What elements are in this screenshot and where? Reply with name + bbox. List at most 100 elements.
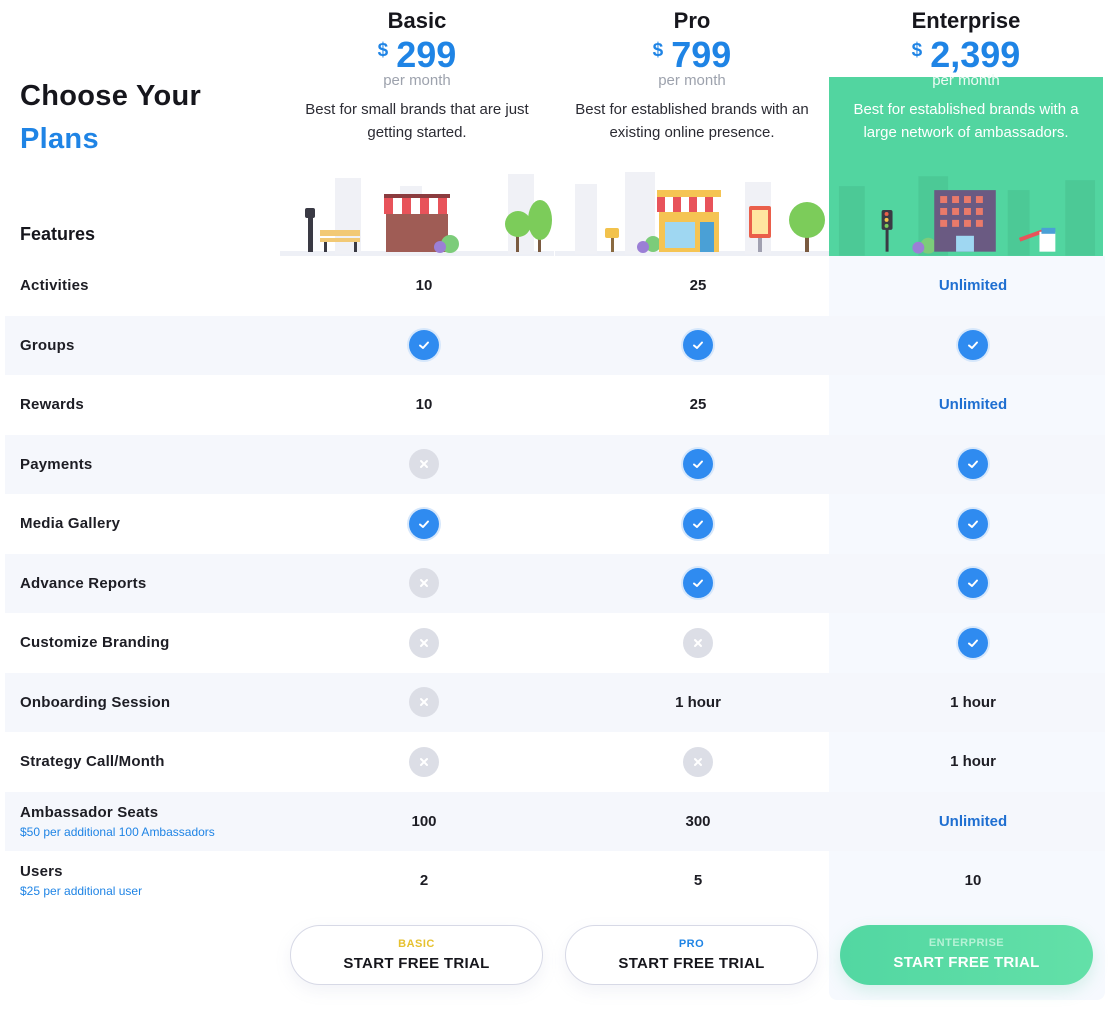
plan-price: $ 799	[555, 34, 829, 75]
basic-value: 2	[419, 872, 429, 890]
basic-value	[394, 687, 454, 718]
features-heading: Features	[20, 224, 96, 244]
feature-label: Payments	[20, 455, 93, 473]
table-row: Groups	[5, 315, 1105, 375]
table-row: Customize Branding	[5, 613, 1105, 673]
enterprise-value	[913, 568, 1033, 599]
button-plan-label: ENTERPRISE	[928, 937, 1005, 949]
plan-header-enterprise: Enterprise $ 2,399 per month Best for es…	[829, 0, 1103, 256]
cross-circle-icon	[683, 746, 713, 777]
pro-value: 25	[689, 277, 707, 295]
button-plan-label: PRO	[678, 938, 705, 950]
check-circle-icon	[683, 330, 713, 361]
pro-value	[668, 508, 728, 539]
pro-value	[668, 627, 728, 658]
check-circle-icon	[958, 568, 988, 599]
basic-value: 100	[411, 812, 437, 830]
check-circle-icon	[683, 568, 713, 599]
check-circle-icon	[683, 508, 713, 539]
enterprise-value	[913, 627, 1033, 658]
plan-description: Best for established brands with a large…	[853, 101, 1079, 141]
basic-value	[394, 627, 454, 658]
check-circle-icon	[683, 449, 713, 480]
feature-label: Rewards	[20, 396, 84, 414]
cross-circle-icon	[683, 627, 713, 658]
enterprise-value	[913, 449, 1033, 480]
enterprise-value: Unlimited	[938, 812, 1008, 830]
pro-value	[668, 568, 728, 599]
price-period: per month	[383, 72, 451, 89]
title-line-2: Plans	[20, 123, 99, 155]
feature-sublabel: $50 per additional 100 Ambassadors	[20, 824, 215, 839]
pro-value: 5	[693, 872, 703, 890]
enterprise-value: 10	[964, 872, 982, 890]
plan-name: Basic	[387, 8, 447, 33]
table-row: Rewards 10 25 Unlimited	[5, 375, 1105, 435]
button-plan-label: BASIC	[398, 938, 435, 950]
enterprise-value: 1 hour	[950, 753, 996, 771]
features-table: Activities 10 25 Unlimited Groups Reward…	[5, 256, 1105, 911]
check-circle-icon	[409, 330, 439, 361]
storefront-illustration	[280, 174, 554, 256]
enterprise-value	[913, 508, 1033, 539]
shop-illustration	[555, 172, 829, 256]
basic-value	[394, 330, 454, 361]
price-amount: 2,399	[930, 34, 1021, 75]
pro-value: 25	[689, 396, 707, 414]
check-circle-icon	[958, 508, 988, 539]
price-currency: $	[911, 40, 923, 61]
price-currency: $	[652, 40, 664, 61]
basic-value: 10	[415, 277, 433, 295]
enterprise-start-trial-button[interactable]: ENTERPRISE START FREE TRIAL	[840, 925, 1093, 985]
plan-description: Best for established brands with an exis…	[575, 101, 809, 141]
table-row: Activities 10 25 Unlimited	[5, 256, 1105, 316]
check-circle-icon	[958, 330, 988, 361]
plan-price: $ 299	[280, 34, 554, 75]
plan-header-pro: Pro $ 799 per month Best for established…	[555, 0, 829, 256]
check-circle-icon	[958, 627, 988, 658]
pro-start-trial-button[interactable]: PRO START FREE TRIAL	[565, 925, 818, 985]
table-row: Payments	[5, 434, 1105, 494]
pro-value	[668, 746, 728, 777]
table-row: Advance Reports	[5, 553, 1105, 613]
page-title: Choose Your Plans	[20, 80, 201, 156]
table-row: Ambassador Seats $50 per additional 100 A…	[5, 791, 1105, 851]
table-row: Users $25 per additional user 2 5 10	[5, 851, 1105, 911]
table-row: Onboarding Session 1 hour 1 hour	[5, 672, 1105, 732]
basic-value: 10	[415, 396, 433, 414]
basic-value	[394, 449, 454, 480]
feature-label: Onboarding Session	[20, 693, 171, 711]
enterprise-value: Unlimited	[938, 396, 1008, 414]
pro-value: 300	[685, 812, 711, 830]
feature-label: Users $25 per additional user	[20, 863, 143, 899]
basic-value	[394, 568, 454, 599]
cross-circle-icon	[409, 568, 439, 599]
check-circle-icon	[409, 508, 439, 539]
table-row: Media Gallery	[5, 494, 1105, 554]
cross-circle-icon	[409, 687, 439, 718]
feature-label: Media Gallery	[20, 515, 121, 533]
feature-label: Ambassador Seats $50 per additional 100 A…	[20, 803, 215, 839]
feature-label: Strategy Call/Month	[20, 753, 165, 771]
plan-header-basic: Basic $ 299 per month Best for small bra…	[280, 0, 554, 256]
plan-price: $ 2,399	[829, 34, 1103, 75]
pro-value	[668, 449, 728, 480]
price-amount: 799	[671, 34, 732, 75]
cross-circle-icon	[409, 449, 439, 480]
price-period: per month	[658, 72, 726, 89]
cross-circle-icon	[409, 746, 439, 777]
feature-label: Activities	[20, 277, 89, 295]
feature-sublabel: $25 per additional user	[20, 884, 143, 899]
plan-name: Enterprise	[911, 8, 1021, 33]
feature-label: Customize Branding	[20, 634, 170, 652]
table-row: Strategy Call/Month 1 hour	[5, 732, 1105, 792]
feature-label: Advance Reports	[20, 574, 147, 592]
basic-value	[394, 746, 454, 777]
cross-circle-icon	[409, 627, 439, 658]
price-amount: 299	[396, 34, 457, 75]
pro-value: 1 hour	[675, 693, 721, 711]
button-cta-label: START FREE TRIAL	[893, 954, 1040, 971]
office-building-illustration	[838, 176, 1096, 256]
basic-start-trial-button[interactable]: BASIC START FREE TRIAL	[290, 925, 543, 985]
basic-value	[394, 508, 454, 539]
